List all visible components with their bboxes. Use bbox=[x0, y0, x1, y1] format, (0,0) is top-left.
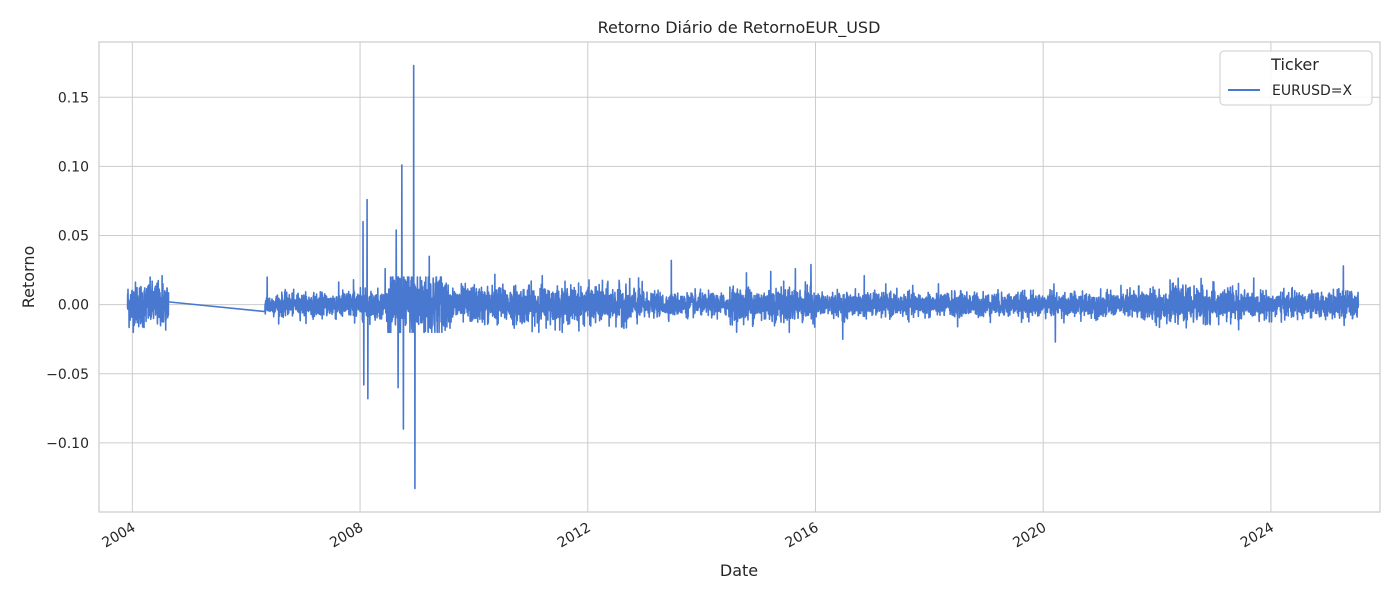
legend-box bbox=[1219, 50, 1373, 106]
legend: Ticker EURUSD=X bbox=[1219, 50, 1373, 106]
y-tick-label: −0.05 bbox=[46, 367, 89, 383]
x-tick-label: 2012 bbox=[555, 520, 594, 552]
y-tick-label: −0.10 bbox=[46, 436, 89, 452]
y-axis-label: Retorno bbox=[19, 246, 38, 309]
series-eurusd bbox=[126, 64, 1360, 490]
legend-entry-eurusd: EURUSD=X bbox=[1272, 83, 1352, 99]
y-tick-label: 0.05 bbox=[58, 229, 89, 245]
y-tick-labels: −0.10 −0.05 0.00 0.05 0.10 0.15 bbox=[46, 90, 89, 452]
y-tick-label: 0.10 bbox=[58, 159, 89, 175]
x-tick-label: 2008 bbox=[327, 520, 366, 552]
x-tick-label: 2020 bbox=[1010, 520, 1049, 552]
legend-title: Ticker bbox=[1270, 55, 1319, 74]
x-tick-label: 2024 bbox=[1238, 520, 1277, 552]
series-line-eurusd bbox=[126, 64, 1360, 490]
chart-title: Retorno Diário de RetornoEUR_USD bbox=[598, 18, 881, 38]
x-tick-label: 2016 bbox=[783, 520, 822, 552]
y-tick-label: 0.15 bbox=[58, 90, 89, 106]
grid-lines bbox=[99, 42, 1380, 512]
y-tick-label: 0.00 bbox=[58, 298, 89, 314]
plot-frame bbox=[98, 41, 1381, 513]
x-axis-label: Date bbox=[720, 561, 758, 580]
x-tick-label: 2004 bbox=[99, 520, 138, 552]
x-tick-labels: 2004 2008 2012 2016 2020 2024 bbox=[99, 520, 1276, 552]
